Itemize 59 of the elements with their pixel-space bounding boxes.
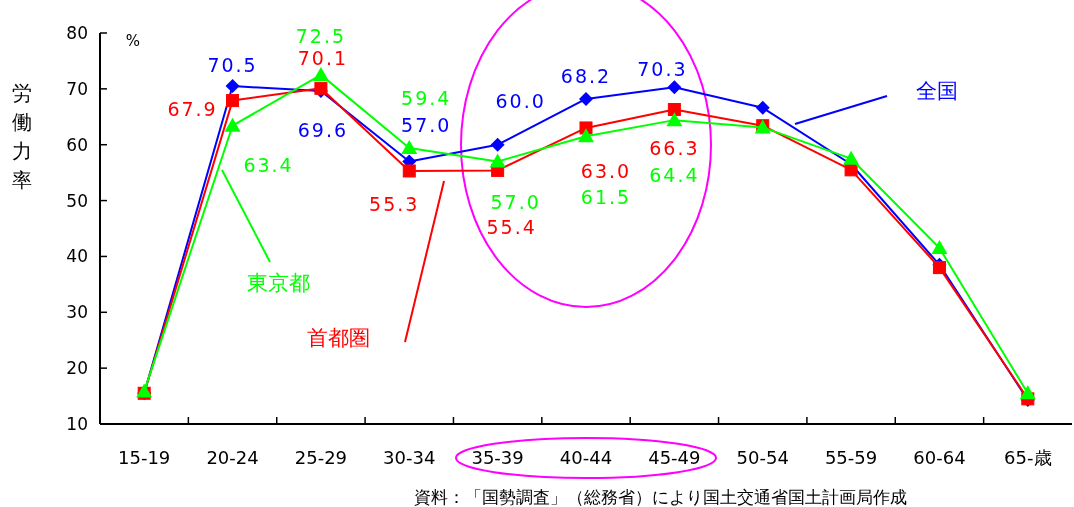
- y-tick-label: 60: [66, 134, 88, 155]
- point: [932, 261, 946, 275]
- x-tick-label: 45-49: [648, 447, 701, 468]
- data-label: 59.4: [401, 87, 452, 110]
- point: [224, 117, 241, 132]
- data-label: 72.5: [295, 24, 347, 47]
- point: [489, 153, 506, 168]
- point: [755, 100, 770, 115]
- point: [225, 79, 240, 94]
- data-label: 70.1: [297, 47, 349, 70]
- data-label: 68.2: [560, 64, 612, 87]
- text: 資料：「国勢調査」（総務省）により国土交通省国土計画局作成: [413, 487, 907, 507]
- point: [666, 112, 683, 127]
- data-label: 60.0: [495, 89, 546, 112]
- ylabel: 労働力率: [12, 81, 32, 192]
- data-label: 61.5: [580, 186, 632, 209]
- x-tick-label: 15-19: [118, 447, 171, 468]
- point: [579, 91, 593, 106]
- y-tick-label: 50: [66, 190, 88, 211]
- y-tick-label: 20: [66, 358, 88, 379]
- data-label: 69.6: [297, 119, 349, 142]
- point: [402, 164, 416, 178]
- x-tick-label: 55-59: [824, 447, 878, 468]
- x-tick-label: 30-34: [383, 447, 436, 468]
- y-tick-label: 40: [66, 246, 88, 267]
- point: [1019, 385, 1036, 400]
- x-tick-label: 50-54: [736, 447, 789, 468]
- data-label: 57.0: [401, 114, 452, 137]
- data-label: 70.5: [207, 54, 258, 77]
- data-label: 63.0: [580, 159, 632, 182]
- point: [578, 128, 594, 143]
- point: [314, 81, 328, 95]
- data-label: 55.3: [369, 192, 420, 215]
- point: [843, 150, 860, 165]
- y-tick-label: 80: [66, 23, 88, 43]
- y-tick-label: 70: [66, 78, 88, 99]
- y-tick-label: 10: [66, 414, 88, 434]
- point: [667, 80, 682, 95]
- point: [844, 163, 858, 177]
- data-label: 67.9: [167, 97, 218, 120]
- point: [401, 140, 418, 155]
- x-tick-label: 20-24: [206, 447, 259, 468]
- point: [667, 103, 681, 117]
- point: [312, 66, 329, 81]
- x-tick-label: 65-歳: [1004, 447, 1052, 468]
- data-label: 66.3: [649, 136, 700, 159]
- x-tick-label: 60-64: [913, 447, 966, 468]
- data-label: 55.4: [486, 216, 537, 239]
- x-tick-label: 35-39: [471, 447, 524, 468]
- data-label: 57.0: [490, 191, 541, 214]
- annotation: %: [125, 32, 141, 50]
- y-tick-label: 30: [66, 302, 88, 323]
- x-tick-label: 40-44: [559, 447, 613, 468]
- data-label: 64.4: [649, 164, 700, 187]
- point: [226, 94, 240, 108]
- x-tick-label: 25-29: [294, 447, 348, 468]
- point: [490, 137, 505, 152]
- data-label: 70.3: [637, 58, 688, 81]
- point: [931, 240, 948, 255]
